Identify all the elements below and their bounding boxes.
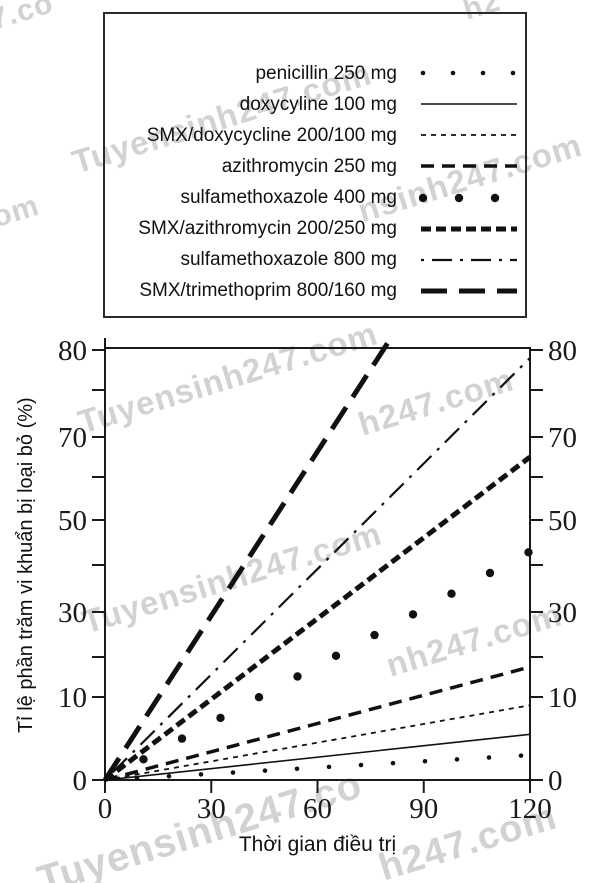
- legend-item-label: SMX/doxycycline 200/100 mg: [146, 124, 397, 146]
- legend-item: penicillin 250 mg: [113, 60, 519, 86]
- data-point: [447, 589, 456, 598]
- y-tick-label-left: 50: [58, 505, 87, 537]
- data-point: [198, 772, 204, 777]
- series-sulfamethoxazole-400-mg-dots: [139, 548, 533, 764]
- data-point: [262, 768, 268, 773]
- legend-dot: [480, 70, 486, 76]
- data-point: [254, 693, 264, 702]
- legend-dot: [450, 70, 456, 76]
- x-axis-title: Thời gian điều trị: [238, 833, 397, 856]
- x-tick-label: 60: [303, 793, 332, 825]
- y-tick-label-right: 70: [548, 422, 577, 454]
- legend-sample-line: [421, 134, 517, 137]
- x-tick-label: 120: [508, 793, 552, 825]
- data-point: [370, 630, 379, 640]
- legend-item: sulfamethoxazole 800 mg: [113, 247, 519, 273]
- legend-sample-line: [421, 164, 517, 169]
- legend-dot: [510, 70, 516, 76]
- series-doxycyline-100-mg-line: [104, 733, 531, 781]
- data-point: [358, 762, 364, 768]
- legend-item: sulfamethoxazole 400 mg: [113, 185, 519, 211]
- data-point: [293, 672, 302, 681]
- legend-item-label: sulfamethoxazole 400 mg: [180, 187, 397, 209]
- legend-dot: [454, 193, 464, 202]
- legend: penicillin 250 mg doxycyline 100 mg SMX/do…: [103, 12, 527, 318]
- data-point: [454, 757, 460, 762]
- series-azithromycin-250-mg-line: [104, 665, 531, 782]
- y-tick-label-left: 30: [58, 597, 87, 629]
- data-point: [326, 764, 332, 770]
- data-point: [294, 766, 300, 772]
- legend-dot: [419, 193, 428, 202]
- legend-item-label: penicillin 250 mg: [255, 62, 397, 84]
- y-tick-label-right: 80: [548, 335, 577, 367]
- series-smx-doxycycline-200-100-mg-line: [104, 704, 531, 781]
- data-point: [408, 610, 418, 619]
- series-sulfamethoxazole-800-mg-line: [104, 357, 531, 781]
- y-tick-label-left: 70: [58, 422, 87, 454]
- legend-item: SMX/azithromycin 200/250 mg: [113, 216, 519, 242]
- y-tick-label-left: 10: [58, 682, 87, 714]
- data-point: [485, 568, 495, 578]
- legend-sample-line: [421, 103, 517, 105]
- data-point: [139, 755, 148, 764]
- data-point: [230, 770, 236, 775]
- x-tick-label: 0: [98, 793, 113, 825]
- data-point: [422, 758, 428, 764]
- legend-sample-line: [421, 258, 517, 261]
- legend-item: SMX/trimethoprim 800/160 mg: [113, 278, 519, 304]
- legend-sample-line: [421, 226, 517, 232]
- legend-dot: [420, 70, 426, 76]
- data-point: [486, 755, 492, 760]
- legend-sample-line: [421, 288, 517, 294]
- y-axis-title: Tỉ lệ phần trăm vi khuẩn bị loại bỏ (%): [15, 397, 37, 733]
- data-point: [216, 713, 225, 723]
- data-point: [166, 773, 172, 779]
- legend-item-label: azithromycin 250 mg: [221, 155, 397, 177]
- y-tick-label-right: 50: [548, 505, 577, 537]
- y-tick-label-right: 10: [548, 682, 577, 714]
- legend-item: SMX/doxycycline 200/100 mg: [113, 122, 519, 148]
- y-tick-label-right: 0: [548, 765, 563, 797]
- y-tick-label-left: 80: [58, 335, 87, 367]
- data-point: [390, 760, 396, 766]
- y-tick-label-left: 0: [73, 765, 88, 797]
- legend-item-label: doxycyline 100 mg: [239, 93, 397, 115]
- legend-item-label: sulfamethoxazole 800 mg: [180, 249, 397, 271]
- legend-dot: [490, 193, 500, 202]
- data-point: [177, 734, 187, 743]
- legend-item-label: SMX/azithromycin 200/250 mg: [138, 218, 397, 240]
- data-point: [524, 548, 533, 557]
- legend-item: azithromycin 250 mg: [113, 153, 519, 179]
- x-tick-label: 30: [197, 793, 226, 825]
- data-point: [518, 753, 524, 758]
- series-smx-trimethoprim-800-160-mg-line: [102, 340, 391, 782]
- legend-item: doxycyline 100 mg: [113, 91, 519, 117]
- data-point: [331, 651, 341, 661]
- legend-item-label: SMX/trimethoprim 800/160 mg: [139, 280, 397, 302]
- x-tick-label: 90: [409, 793, 438, 825]
- y-tick-label-right: 30: [548, 597, 577, 629]
- series-smx-azithromycin-200-250-mg-line: [103, 455, 532, 782]
- legend-sample-line: [420, 70, 516, 76]
- legend-sample-line: [419, 193, 500, 202]
